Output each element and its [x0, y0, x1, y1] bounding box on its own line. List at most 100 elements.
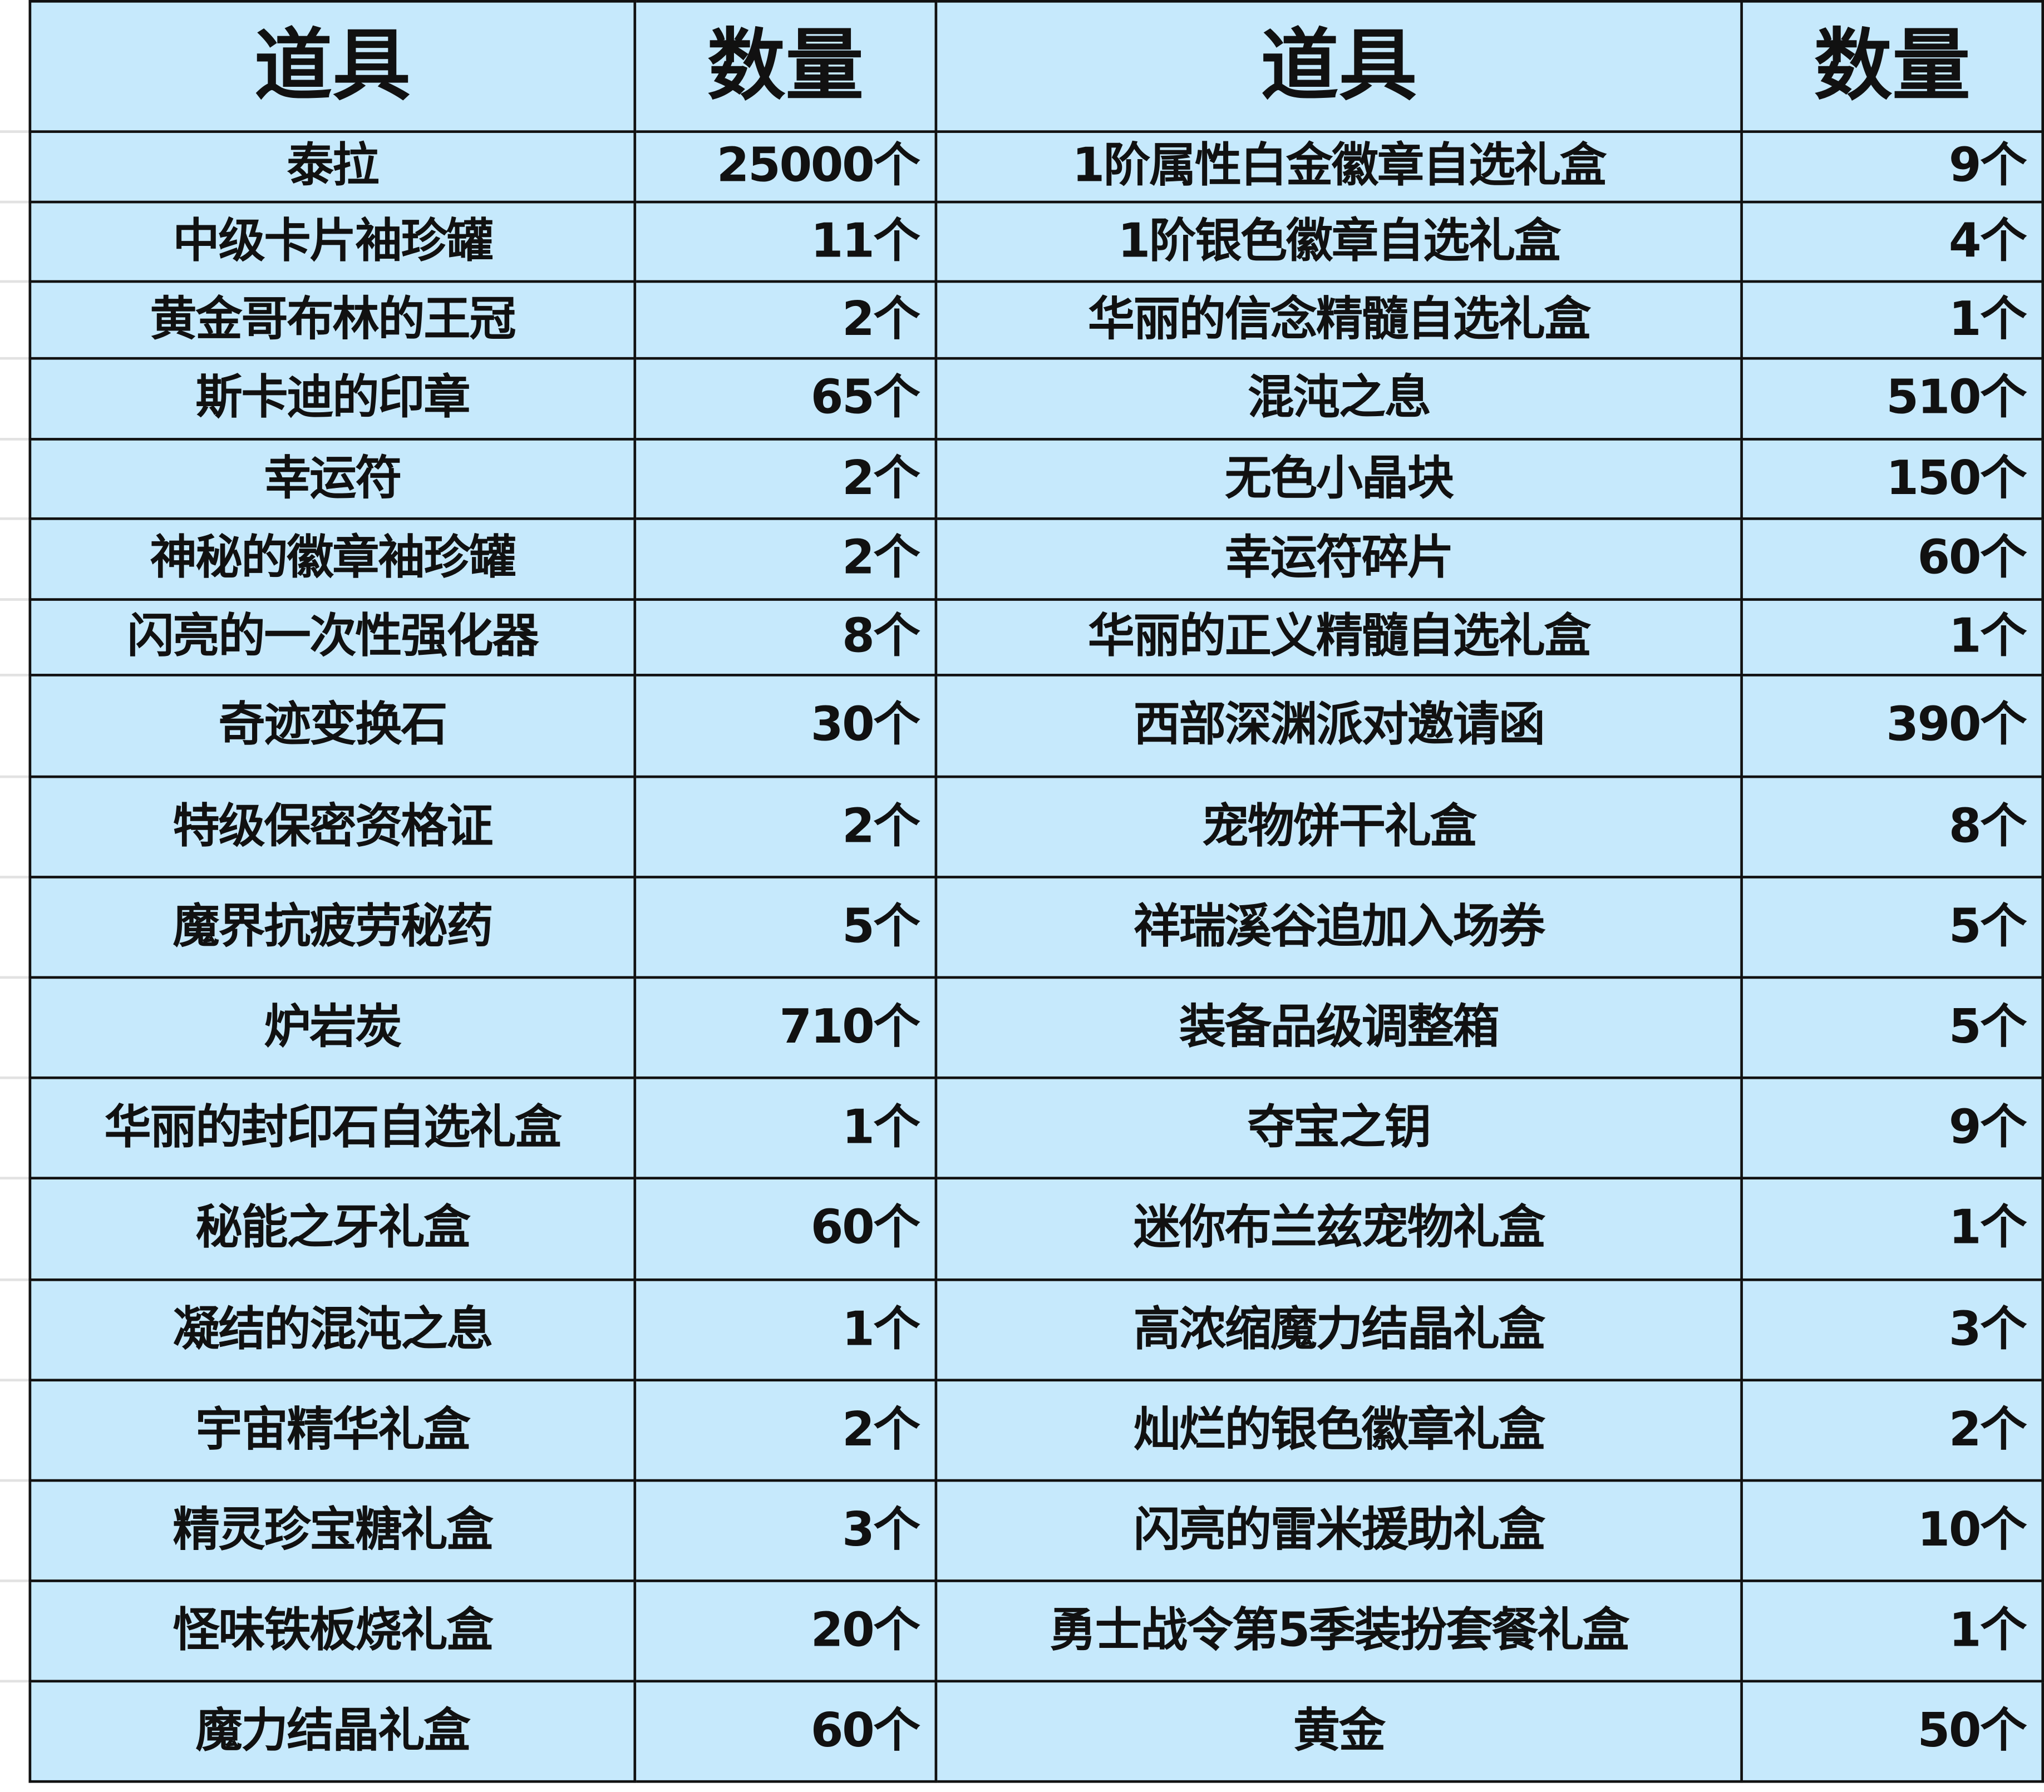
item-name-cell[interactable]: 夺宝之钥 — [934, 1076, 1743, 1179]
item-name-cell[interactable]: 幸运符碎片 — [934, 517, 1743, 601]
item-name-cell[interactable]: 奇迹变换石 — [28, 674, 637, 778]
quantity-cell[interactable]: 1个 — [633, 1076, 938, 1179]
quantity-cell[interactable]: 5个 — [1740, 876, 2044, 979]
item-name-cell[interactable]: 灿烂的银色徽章礼盒 — [934, 1379, 1743, 1482]
gridline — [0, 438, 29, 441]
quantity-cell[interactable]: 150个 — [1740, 438, 2044, 520]
item-name-cell[interactable]: 宇宙精华礼盒 — [28, 1379, 637, 1482]
table-row: 魔界抗疲劳秘药 5个 祥瑞溪谷追加入场券 5个 — [28, 876, 2044, 979]
quantity-cell[interactable]: 9个 — [1740, 130, 2044, 204]
table-row: 秘能之牙礼盒 60个 迷你布兰兹宠物礼盒 1个 — [28, 1177, 2044, 1281]
item-name-cell[interactable]: 1阶属性白金徽章自选礼盒 — [934, 130, 1743, 204]
item-name-cell[interactable]: 无色小晶块 — [934, 438, 1743, 520]
table-row: 斯卡迪的印章 65个 混沌之息 510个 — [28, 357, 2044, 441]
table-row: 特级保密资格证 2个 宠物饼干礼盒 8个 — [28, 775, 2044, 878]
quantity-cell[interactable]: 1个 — [1740, 598, 2044, 677]
quantity-cell[interactable]: 1个 — [1740, 1579, 2044, 1683]
table-row: 华丽的封印石自选礼盒 1个 夺宝之钥 9个 — [28, 1076, 2044, 1179]
item-name-cell[interactable]: 装备品级调整箱 — [934, 976, 1743, 1079]
item-name-cell[interactable]: 高浓缩魔力结晶礼盒 — [934, 1278, 1743, 1382]
table-row: 闪亮的一次性强化器 8个 华丽的正义精髓自选礼盒 1个 — [28, 598, 2044, 677]
item-name-cell[interactable]: 祥瑞溪谷追加入场券 — [934, 876, 1743, 979]
quantity-cell[interactable]: 60个 — [633, 1177, 938, 1281]
item-name-cell[interactable]: 1阶银色徽章自选礼盒 — [934, 200, 1743, 283]
quantity-cell[interactable]: 9个 — [1740, 1076, 2044, 1179]
gridline — [0, 280, 29, 283]
table-row: 炉岩炭 710个 装备品级调整箱 5个 — [28, 976, 2044, 1079]
item-name-cell[interactable]: 秘能之牙礼盒 — [28, 1177, 637, 1281]
quantity-cell[interactable]: 2个 — [1740, 1379, 2044, 1482]
item-name-cell[interactable]: 闪亮的雷米援助礼盒 — [934, 1479, 1743, 1582]
quantity-cell[interactable]: 2个 — [633, 280, 938, 360]
quantity-cell[interactable]: 60个 — [1740, 517, 2044, 601]
item-table: 道具 数量 道具 数量 泰拉 25000个 1阶属性白金徽章自选礼盒 9个 中级卡片袖珍… — [28, 0, 2044, 1783]
item-name-cell[interactable]: 魔界抗疲劳秘药 — [28, 876, 637, 979]
item-name-cell[interactable]: 炉岩炭 — [28, 976, 637, 1079]
gridline — [0, 1579, 29, 1582]
item-name-cell[interactable]: 宠物饼干礼盒 — [934, 775, 1743, 878]
gridline — [0, 976, 29, 979]
quantity-cell[interactable]: 20个 — [633, 1579, 938, 1683]
quantity-cell[interactable]: 2个 — [633, 775, 938, 878]
quantity-cell[interactable]: 710个 — [633, 976, 938, 1079]
header-qty-left: 数量 — [633, 0, 938, 133]
gridline — [0, 130, 29, 133]
quantity-cell[interactable]: 11个 — [633, 200, 938, 283]
quantity-cell[interactable]: 2个 — [633, 1379, 938, 1482]
quantity-cell[interactable]: 2个 — [633, 517, 938, 601]
item-name-cell[interactable]: 闪亮的一次性强化器 — [28, 598, 637, 677]
quantity-cell[interactable]: 65个 — [633, 357, 938, 441]
item-name-cell[interactable]: 幸运符 — [28, 438, 637, 520]
table-row: 怪味铁板烧礼盒 20个 勇士战令第5季装扮套餐礼盒 1个 — [28, 1579, 2044, 1683]
item-name-cell[interactable]: 精灵珍宝糖礼盒 — [28, 1479, 637, 1582]
quantity-cell[interactable]: 1个 — [633, 1278, 938, 1382]
quantity-cell[interactable]: 2个 — [633, 438, 938, 520]
item-name-cell[interactable]: 斯卡迪的印章 — [28, 357, 637, 441]
quantity-cell[interactable]: 8个 — [633, 598, 938, 677]
quantity-cell[interactable]: 1个 — [1740, 280, 2044, 360]
quantity-cell[interactable]: 4个 — [1740, 200, 2044, 283]
quantity-cell[interactable]: 10个 — [1740, 1479, 2044, 1582]
quantity-cell[interactable]: 5个 — [633, 876, 938, 979]
gridline — [0, 1278, 29, 1281]
quantity-cell[interactable]: 390个 — [1740, 674, 2044, 778]
quantity-cell[interactable]: 5个 — [1740, 976, 2044, 1079]
quantity-cell[interactable]: 3个 — [1740, 1278, 2044, 1382]
item-name-cell[interactable]: 迷你布兰兹宠物礼盒 — [934, 1177, 1743, 1281]
quantity-cell[interactable]: 510个 — [1740, 357, 2044, 441]
item-name-cell[interactable]: 华丽的正义精髓自选礼盒 — [934, 598, 1743, 677]
item-name-cell[interactable]: 怪味铁板烧礼盒 — [28, 1579, 637, 1683]
item-name-cell[interactable]: 特级保密资格证 — [28, 775, 637, 878]
gridline — [0, 1177, 29, 1179]
item-name-cell[interactable]: 魔力结晶礼盒 — [28, 1680, 637, 1783]
item-name-cell[interactable]: 神秘的徽章袖珍罐 — [28, 517, 637, 601]
table-row: 凝结的混沌之息 1个 高浓缩魔力结晶礼盒 3个 — [28, 1278, 2044, 1382]
table-row: 泰拉 25000个 1阶属性白金徽章自选礼盒 9个 — [28, 130, 2044, 204]
item-name-cell[interactable]: 混沌之息 — [934, 357, 1743, 441]
gridline — [0, 775, 29, 778]
quantity-cell[interactable]: 8个 — [1740, 775, 2044, 878]
header-row: 道具 数量 道具 数量 — [28, 0, 2044, 133]
item-name-cell[interactable]: 黄金哥布林的王冠 — [28, 280, 637, 360]
item-name-cell[interactable]: 华丽的封印石自选礼盒 — [28, 1076, 637, 1179]
item-name-cell[interactable]: 勇士战令第5季装扮套餐礼盒 — [934, 1579, 1743, 1683]
table-row: 中级卡片袖珍罐 11个 1阶银色徽章自选礼盒 4个 — [28, 200, 2044, 283]
item-name-cell[interactable]: 华丽的信念精髓自选礼盒 — [934, 280, 1743, 360]
gridline — [0, 1680, 29, 1683]
item-name-cell[interactable]: 西部深渊派对邀请函 — [934, 674, 1743, 778]
table-row: 黄金哥布林的王冠 2个 华丽的信念精髓自选礼盒 1个 — [28, 280, 2044, 360]
gridline — [0, 876, 29, 878]
gridline — [0, 674, 29, 677]
quantity-cell[interactable]: 30个 — [633, 674, 938, 778]
gridline — [0, 598, 29, 601]
item-name-cell[interactable]: 黄金 — [934, 1680, 1743, 1783]
item-name-cell[interactable]: 凝结的混沌之息 — [28, 1278, 637, 1382]
quantity-cell[interactable]: 50个 — [1740, 1680, 2044, 1783]
item-name-cell[interactable]: 泰拉 — [28, 130, 637, 204]
item-name-cell[interactable]: 中级卡片袖珍罐 — [28, 200, 637, 283]
quantity-cell[interactable]: 3个 — [633, 1479, 938, 1582]
quantity-cell[interactable]: 60个 — [633, 1680, 938, 1783]
quantity-cell[interactable]: 1个 — [1740, 1177, 2044, 1281]
quantity-cell[interactable]: 25000个 — [633, 130, 938, 204]
gridline — [0, 1379, 29, 1382]
